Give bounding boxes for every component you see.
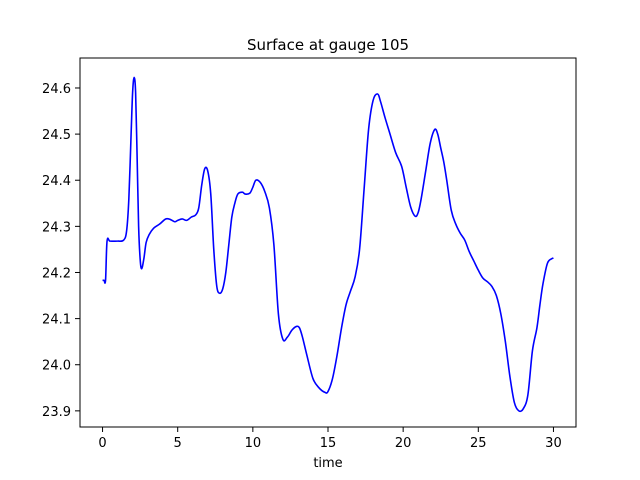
series-line-0 <box>102 76 554 413</box>
x-tick-label: 15 <box>320 436 337 451</box>
y-tick-label: 24.5 <box>42 128 71 143</box>
y-tick-label: 23.9 <box>42 405 71 420</box>
y-tick-label: 24.6 <box>42 82 71 97</box>
x-axis-ticks: 0 5 10 15 20 25 30 <box>98 427 562 451</box>
y-tick-label: 24.1 <box>42 313 71 328</box>
y-tick-label: 24.4 <box>42 174 71 189</box>
x-tick-label: 5 <box>174 436 182 451</box>
x-tick-label: 30 <box>545 436 562 451</box>
series-layer <box>102 76 554 413</box>
plot-area-frame <box>79 57 577 428</box>
y-tick-label: 24.3 <box>42 220 71 235</box>
y-tick-label: 24.2 <box>42 266 71 281</box>
x-axis-label: time <box>313 456 342 471</box>
chart-title: Surface at gauge 105 <box>247 36 409 54</box>
x-tick-label: 20 <box>395 436 412 451</box>
y-axis-ticks: 23.9 24.0 24.1 24.2 24.3 24.4 24.5 24.6 <box>42 82 80 420</box>
x-tick-label: 25 <box>470 436 487 451</box>
x-tick-label: 0 <box>98 436 106 451</box>
y-tick-label: 24.0 <box>42 359 71 374</box>
x-tick-label: 10 <box>245 436 262 451</box>
